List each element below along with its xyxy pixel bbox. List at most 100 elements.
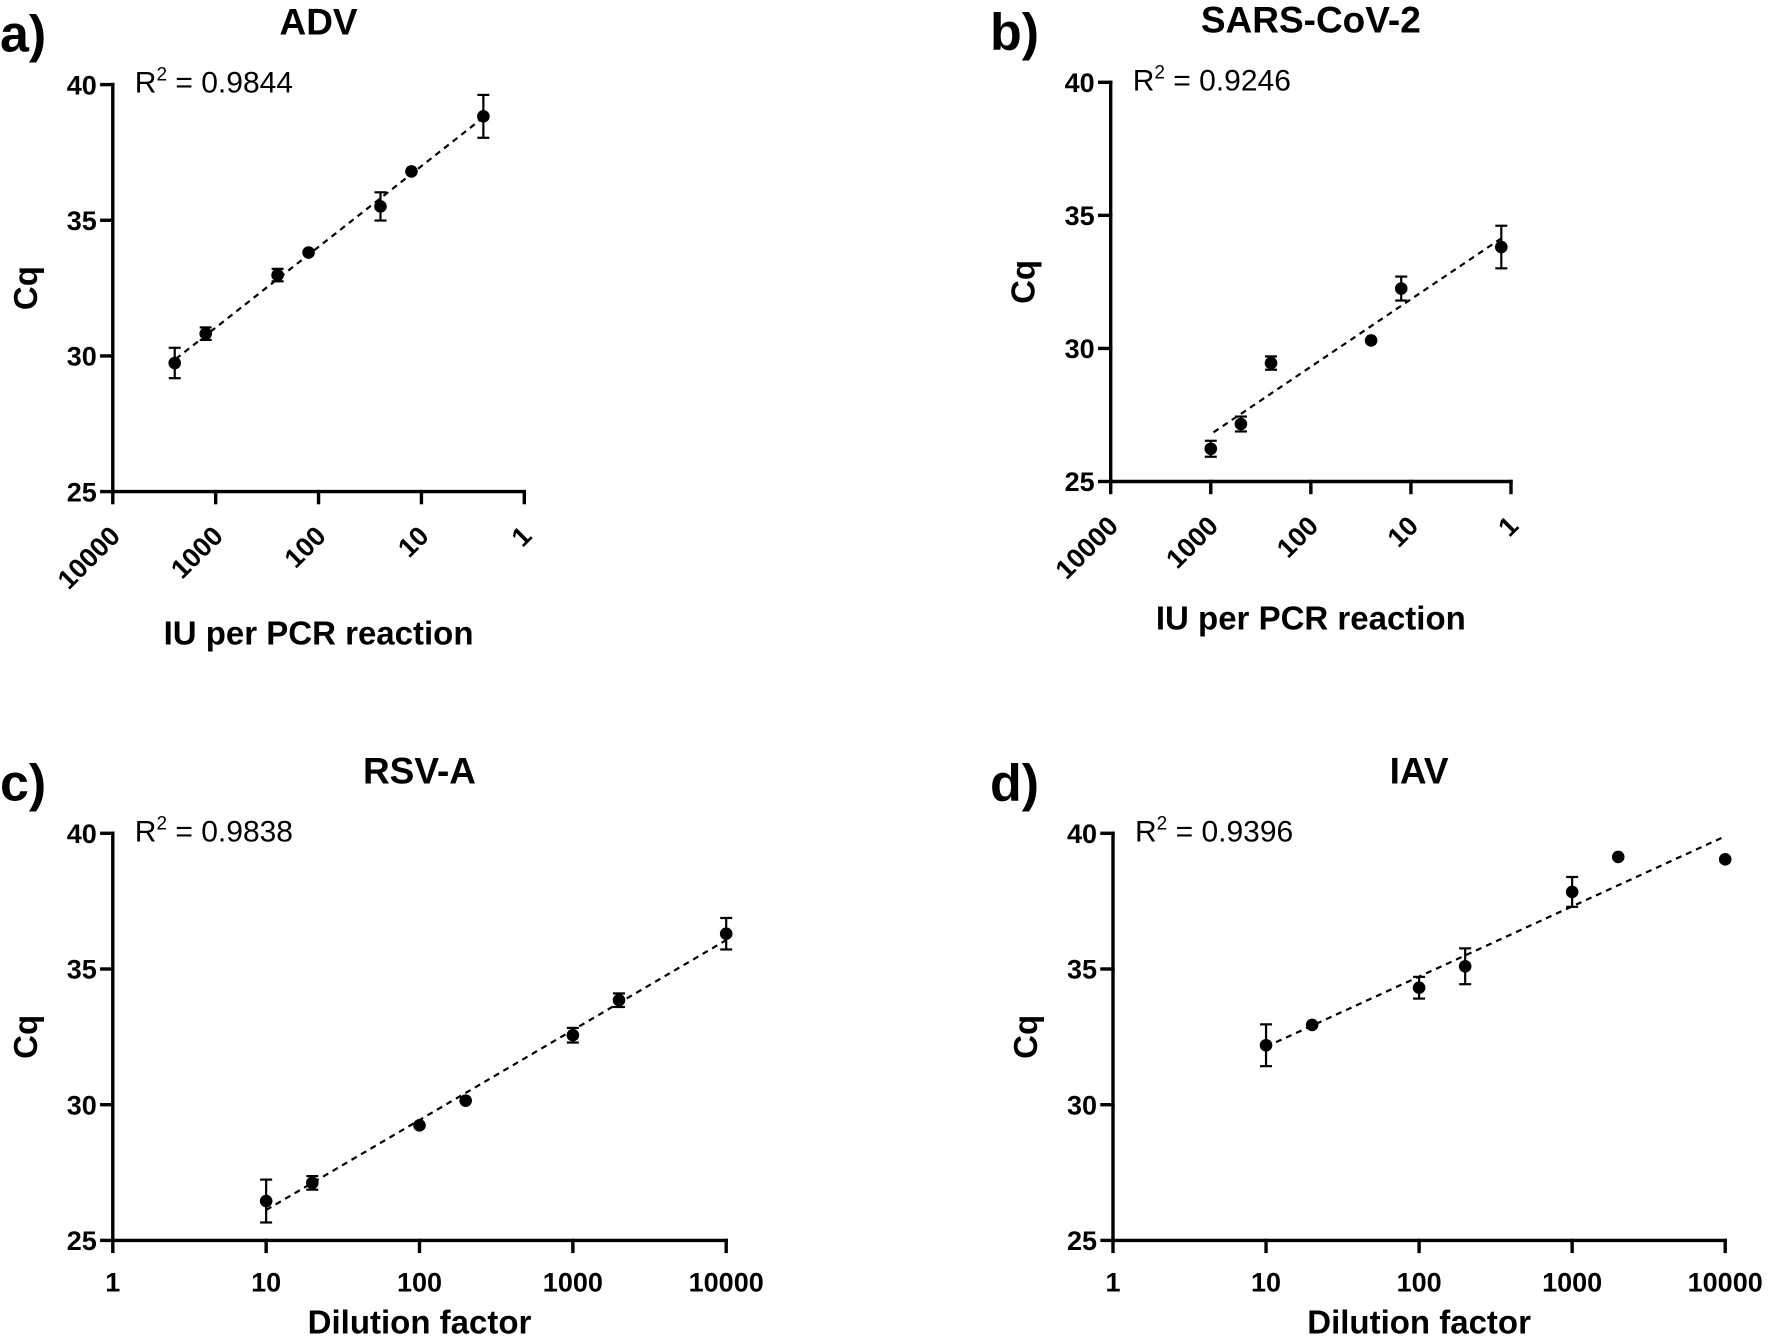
data-point bbox=[302, 246, 315, 259]
data-point bbox=[271, 268, 284, 282]
regression-line bbox=[265, 939, 727, 1211]
x-tick-label: 100 bbox=[397, 1267, 442, 1297]
data-point bbox=[306, 1176, 319, 1190]
r-squared-symbol: R bbox=[135, 67, 157, 100]
y-axis-title: Cq bbox=[7, 266, 44, 310]
y-tick-label: 35 bbox=[67, 206, 97, 236]
x-tick-label: 10000 bbox=[1688, 1267, 1763, 1297]
data-point bbox=[719, 927, 733, 941]
r-squared-value: = 0.9844 bbox=[167, 67, 293, 100]
r-squared-annotation: R2 = 0.9246 bbox=[1133, 62, 1291, 97]
x-axis-title: IU per PCR reaction bbox=[164, 615, 474, 652]
x-tick-label: 100 bbox=[1397, 1267, 1442, 1297]
x-tick-label: 100 bbox=[279, 521, 332, 574]
r-squared-exponent: 2 bbox=[156, 65, 167, 86]
x-tick-label: 1 bbox=[105, 1267, 120, 1297]
y-tick-label: 40 bbox=[1065, 68, 1095, 98]
data-point bbox=[1718, 853, 1732, 866]
r-squared-annotation: R2 = 0.9838 bbox=[135, 813, 293, 848]
y-tick-label: 40 bbox=[67, 819, 97, 849]
data-point bbox=[1364, 334, 1378, 347]
y-tick-label: 30 bbox=[67, 1090, 97, 1120]
regression-line bbox=[174, 116, 485, 361]
regression-line bbox=[1265, 835, 1726, 1048]
x-tick-label: 10 bbox=[392, 521, 434, 563]
y-axis-title: Cq bbox=[1007, 1015, 1044, 1059]
x-axis-title: Dilution factor bbox=[1307, 1303, 1531, 1340]
x-tick-label: 1000 bbox=[543, 1267, 603, 1297]
panel-label: b) bbox=[990, 3, 1039, 61]
y-axis-title: Cq bbox=[7, 1015, 44, 1059]
x-tick-label: 10000 bbox=[1050, 511, 1124, 585]
chart-title: SARS-CoV-2 bbox=[1201, 0, 1421, 40]
y-tick-label: 30 bbox=[1065, 334, 1095, 364]
x-axis-title: IU per PCR reaction bbox=[1156, 600, 1466, 637]
x-tick-label: 10 bbox=[1251, 1267, 1281, 1297]
data-point bbox=[259, 1194, 273, 1208]
data-point bbox=[1264, 356, 1278, 370]
r-squared-value: = 0.9246 bbox=[1165, 64, 1291, 97]
y-tick-label: 25 bbox=[67, 1226, 97, 1256]
y-tick-label: 40 bbox=[67, 70, 97, 100]
panel-b: b) SARS-CoV-2 R2 = 0.9246 25 30 35 40 10000 1000… bbox=[990, 0, 1524, 637]
data-point bbox=[1495, 240, 1508, 254]
r-squared-exponent: 2 bbox=[1154, 62, 1165, 83]
data-point bbox=[413, 1119, 426, 1132]
panel-d: d) IAV R2 = 0.9396 25 30 35 40 1 10 100 1000 10000 D… bbox=[990, 750, 1763, 1340]
y-tick-label: 35 bbox=[67, 955, 97, 985]
regression-line bbox=[1210, 237, 1502, 436]
r-squared-symbol: R bbox=[135, 815, 157, 848]
x-tick-label: 10000 bbox=[52, 521, 126, 595]
r-squared-annotation: R2 = 0.9396 bbox=[1135, 813, 1293, 848]
panel-a: a) ADV R2 = 0.9844 25 30 35 40 10000 1000 100 10 1 I… bbox=[0, 2, 538, 652]
y-axis-title: Cq bbox=[1005, 260, 1042, 304]
data-point bbox=[459, 1094, 472, 1107]
data-point bbox=[477, 110, 490, 123]
r-squared-value: = 0.9838 bbox=[167, 815, 293, 848]
r-squared-value: = 0.9396 bbox=[1167, 815, 1293, 848]
y-tick-label: 25 bbox=[1067, 1226, 1097, 1256]
x-tick-label: 1 bbox=[1492, 511, 1524, 543]
data-point bbox=[1394, 282, 1408, 295]
r-squared-annotation: R2 = 0.9844 bbox=[135, 65, 293, 100]
x-tick-label: 1000 bbox=[1160, 511, 1224, 575]
data-point bbox=[199, 327, 213, 340]
x-tick-label: 10000 bbox=[689, 1267, 764, 1297]
y-tick-label: 40 bbox=[1067, 819, 1097, 849]
panel-label: c) bbox=[0, 754, 46, 812]
chart-title: RSV-A bbox=[363, 750, 476, 791]
panel-c: c) RSV-A R2 = 0.9838 25 30 35 40 1 10 100 1000 1000… bbox=[0, 750, 764, 1340]
data-point bbox=[1565, 885, 1579, 899]
data-point bbox=[1412, 981, 1426, 995]
y-tick-label: 35 bbox=[1065, 201, 1095, 231]
y-tick-label: 30 bbox=[1067, 1090, 1097, 1120]
x-tick-label: 1 bbox=[506, 521, 538, 553]
x-tick-label: 1000 bbox=[1542, 1267, 1602, 1297]
data-point bbox=[1259, 1038, 1273, 1052]
data-point bbox=[1204, 442, 1218, 456]
data-point bbox=[1234, 417, 1248, 431]
r-squared-symbol: R bbox=[1135, 815, 1157, 848]
y-tick-label: 30 bbox=[67, 342, 97, 372]
x-tick-label: 100 bbox=[1271, 511, 1324, 564]
x-tick-label: 10 bbox=[1382, 511, 1424, 553]
chart-title: ADV bbox=[279, 2, 357, 43]
r-squared-symbol: R bbox=[1133, 64, 1155, 97]
data-point bbox=[1611, 850, 1625, 864]
data-point bbox=[1458, 959, 1472, 973]
data-point bbox=[374, 200, 387, 213]
x-tick-label: 1000 bbox=[165, 521, 229, 585]
data-point bbox=[168, 356, 182, 370]
y-tick-label: 25 bbox=[67, 477, 97, 507]
data-point bbox=[566, 1028, 580, 1042]
data-point bbox=[612, 993, 626, 1007]
data-point bbox=[405, 165, 418, 178]
y-tick-label: 25 bbox=[1065, 467, 1095, 497]
y-tick-label: 35 bbox=[1067, 955, 1097, 985]
r-squared-exponent: 2 bbox=[156, 813, 167, 834]
chart-title: IAV bbox=[1390, 750, 1449, 791]
data-point bbox=[1305, 1018, 1319, 1032]
x-tick-label: 1 bbox=[1105, 1267, 1120, 1297]
panel-label: a) bbox=[0, 6, 46, 64]
